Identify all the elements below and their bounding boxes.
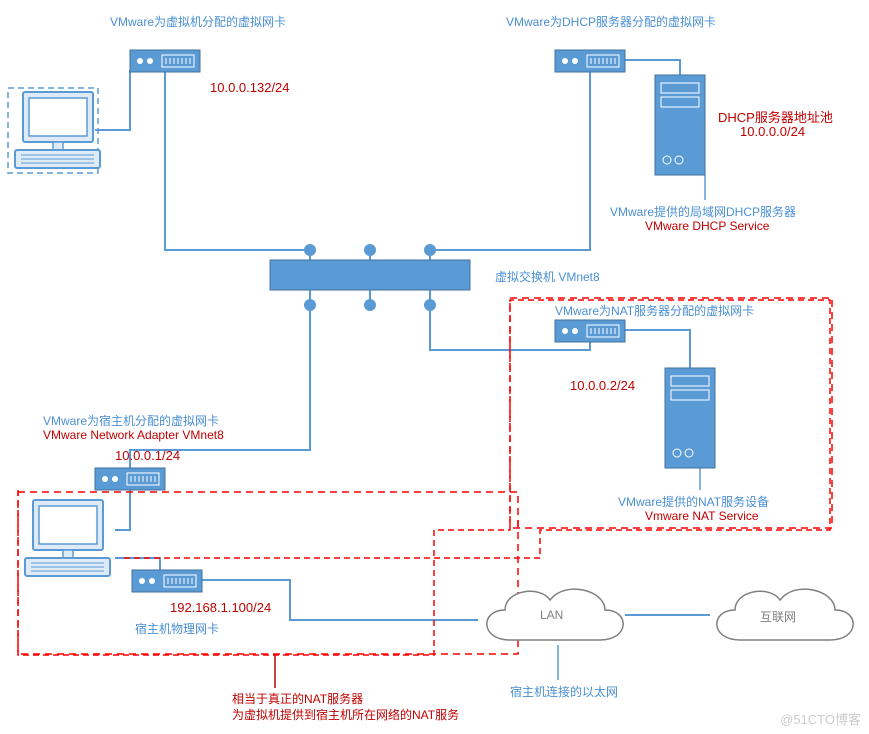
dhcp-nic-label: VMware为DHCP服务器分配的虚拟网卡 [506, 13, 716, 30]
host-ip-label: 10.0.0.1/24 [115, 448, 180, 463]
vm-pc-icon [15, 92, 100, 168]
dhcp-nic-icon [555, 50, 625, 72]
dhcp-service-blue: VMware提供的局域网DHCP服务器 [610, 203, 796, 220]
dhcp-service-red: VMware DHCP Service [645, 219, 769, 233]
vm-nic-icon [130, 50, 200, 72]
host-vnic-blue: VMware为宿主机分配的虚拟网卡 [43, 412, 219, 429]
host-eth-label: 宿主机连接的以太网 [510, 683, 618, 700]
dhcp-server-icon [655, 75, 705, 175]
nat-nic-icon [555, 320, 625, 342]
host-vnic-red: VMware Network Adapter VMnet8 [43, 428, 224, 442]
nat-ip-label: 10.0.0.2/24 [570, 378, 635, 393]
nat-nic-label: VMware为NAT服务器分配的虚拟网卡 [555, 302, 754, 319]
connection-lines [95, 60, 710, 688]
vswitch-label: 虚拟交换机 VMnet8 [495, 268, 600, 285]
host-pc-icon [25, 500, 110, 576]
real-nat-1: 相当于真正的NAT服务器 [232, 690, 363, 707]
dhcp-pool-ip: 10.0.0.0/24 [740, 124, 805, 139]
internet-label: 互联网 [760, 608, 796, 625]
lan-label: LAN [540, 608, 563, 622]
host-phys-nic-label: 宿主机物理网卡 [135, 620, 219, 637]
nat-service-blue: VMware提供的NAT服务设备 [618, 493, 769, 510]
host-phys-nic-icon [132, 570, 202, 592]
nat-service-red: Vmware NAT Service [645, 509, 759, 523]
watermark: @51CTO博客 [780, 709, 861, 728]
real-nat-2: 为虚拟机提供到宿主机所在网络的NAT服务 [232, 706, 459, 723]
vm-ip-label: 10.0.0.132/24 [210, 80, 290, 95]
host-phys-ip: 192.168.1.100/24 [170, 600, 271, 615]
host-vnic-icon [95, 468, 165, 490]
nat-server-icon [665, 368, 715, 468]
vm-nic-label: VMware为虚拟机分配的虚拟网卡 [110, 13, 286, 30]
vswitch-icon [270, 260, 470, 290]
